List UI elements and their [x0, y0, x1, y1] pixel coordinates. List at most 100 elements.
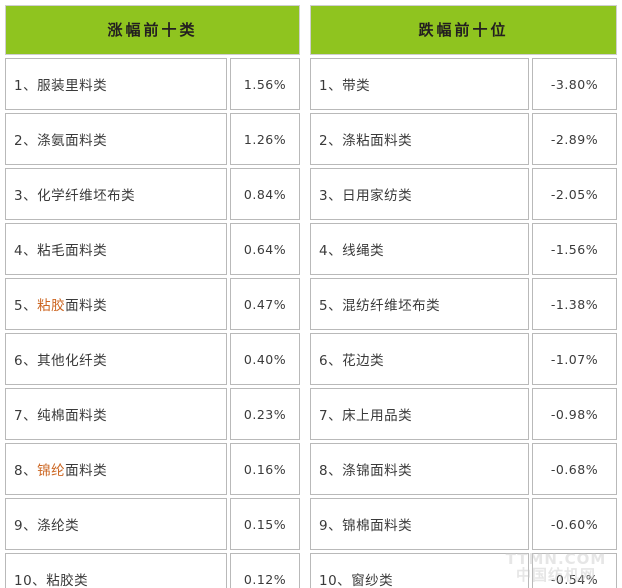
row-rank: 4、	[319, 243, 343, 259]
row-value-cell: 0.84%	[230, 168, 300, 220]
row-category-name: 化学纤维坯布类	[37, 188, 136, 204]
table-row: 2、 涤氨面料类 1.26%	[5, 113, 300, 165]
row-category-name: 涤粘面料类	[342, 133, 413, 149]
row-value-cell: 0.16%	[230, 443, 300, 495]
row-value-cell: -1.56%	[532, 223, 617, 275]
losers-header: 跌幅前十位	[310, 5, 617, 55]
table-row: 4、 线绳类 -1.56%	[310, 223, 617, 275]
row-rank: 10、	[14, 573, 47, 588]
row-category-name: 涤锦面料类	[342, 463, 413, 479]
gainers-header: 涨幅前十类	[5, 5, 300, 55]
row-category-name: 涤氨面料类	[37, 133, 108, 149]
row-value-cell: 0.12%	[230, 553, 300, 588]
row-value-cell: 0.47%	[230, 278, 300, 330]
row-category-name: 线绳类	[342, 243, 385, 259]
row-rank: 5、	[14, 298, 38, 314]
table-row: 4、 粘毛面料类 0.64%	[5, 223, 300, 275]
gainers-header-label: 涨幅前十类	[107, 20, 198, 39]
row-category-cell: 7、 纯棉面料类	[5, 388, 227, 440]
row-category-name: 带类	[342, 78, 371, 94]
row-value-cell: -1.07%	[532, 333, 617, 385]
table-row: 1、 带类 -3.80%	[310, 58, 617, 110]
row-value-cell: 0.23%	[230, 388, 300, 440]
row-category-name: 其他化纤类	[37, 353, 108, 369]
row-value-cell: 0.64%	[230, 223, 300, 275]
row-category-cell: 10、 窗纱类	[310, 553, 529, 588]
table-row: 9、 涤纶类 0.15%	[5, 498, 300, 550]
table-row: 8、 涤锦面料类 -0.68%	[310, 443, 617, 495]
row-category-cell: 4、 线绳类	[310, 223, 529, 275]
losers-rows: 1、 带类 -3.80% 2、 涤粘面料类 -2.89% 3、 日用家纺类 -2.05% 4、 线绳…	[310, 58, 617, 588]
row-category-name: 日用家纺类	[342, 188, 413, 204]
table-row: 7、 床上用品类 -0.98%	[310, 388, 617, 440]
row-category-name: 床上用品类	[342, 408, 413, 424]
row-rank: 10、	[319, 573, 352, 588]
row-rank: 1、	[14, 78, 38, 94]
row-value-cell: -0.54%	[532, 553, 617, 588]
gainers-rows: 1、 服装里料类 1.56% 2、 涤氨面料类 1.26% 3、 化学纤维坯布类 0.84% 4、…	[5, 58, 300, 588]
row-category-cell: 5、 粘胶 面料类	[5, 278, 227, 330]
row-category-name: 粘胶类	[46, 573, 89, 588]
row-value-cell: -2.89%	[532, 113, 617, 165]
row-value-cell: -0.60%	[532, 498, 617, 550]
row-category-name: 窗纱类	[351, 573, 394, 588]
row-rank: 3、	[14, 188, 38, 204]
row-rank: 2、	[14, 133, 38, 149]
row-value-cell: 0.15%	[230, 498, 300, 550]
table-row: 3、 日用家纺类 -2.05%	[310, 168, 617, 220]
row-category-link[interactable]: 粘胶	[37, 298, 66, 314]
table-row: 2、 涤粘面料类 -2.89%	[310, 113, 617, 165]
row-rank: 8、	[14, 463, 38, 479]
table-row: 9、 锦棉面料类 -0.60%	[310, 498, 617, 550]
row-category-cell: 1、 服装里料类	[5, 58, 227, 110]
row-category-cell: 9、 锦棉面料类	[310, 498, 529, 550]
table-row: 6、 其他化纤类 0.40%	[5, 333, 300, 385]
table-row: 3、 化学纤维坯布类 0.84%	[5, 168, 300, 220]
row-category-cell: 8、 锦纶 面料类	[5, 443, 227, 495]
row-category-name: 锦棉面料类	[342, 518, 413, 534]
row-value-cell: -0.98%	[532, 388, 617, 440]
row-rank: 7、	[319, 408, 343, 424]
row-category-cell: 2、 涤粘面料类	[310, 113, 529, 165]
row-rank: 9、	[319, 518, 343, 534]
row-category-cell: 1、 带类	[310, 58, 529, 110]
row-category-cell: 6、 花边类	[310, 333, 529, 385]
table-row: 6、 花边类 -1.07%	[310, 333, 617, 385]
row-value-cell: -3.80%	[532, 58, 617, 110]
row-category-cell: 3、 化学纤维坯布类	[5, 168, 227, 220]
row-rank: 9、	[14, 518, 38, 534]
row-rank: 2、	[319, 133, 343, 149]
row-rank: 1、	[319, 78, 343, 94]
row-category-name: 花边类	[342, 353, 385, 369]
row-category-suffix: 面料类	[65, 463, 108, 479]
table-row: 5、 粘胶 面料类 0.47%	[5, 278, 300, 330]
row-category-cell: 8、 涤锦面料类	[310, 443, 529, 495]
table-row: 5、 混纺纤维坯布类 -1.38%	[310, 278, 617, 330]
row-value-cell: 0.40%	[230, 333, 300, 385]
row-category-name: 纯棉面料类	[37, 408, 108, 424]
table-row: 10、 粘胶类 0.12%	[5, 553, 300, 588]
row-value-cell: 1.56%	[230, 58, 300, 110]
row-rank: 5、	[319, 298, 343, 314]
row-category-link[interactable]: 锦纶	[37, 463, 66, 479]
table-row: 8、 锦纶 面料类 0.16%	[5, 443, 300, 495]
row-category-cell: 9、 涤纶类	[5, 498, 227, 550]
row-rank: 4、	[14, 243, 38, 259]
table-row: 10、 窗纱类 -0.54%	[310, 553, 617, 588]
row-category-name: 粘毛面料类	[37, 243, 108, 259]
row-rank: 6、	[14, 353, 38, 369]
row-category-suffix: 面料类	[65, 298, 108, 314]
row-category-name: 服装里料类	[37, 78, 108, 94]
losers-panel: 跌幅前十位 1、 带类 -3.80% 2、 涤粘面料类 -2.89% 3、 日用家纺类 -2.0…	[305, 0, 622, 588]
row-category-cell: 4、 粘毛面料类	[5, 223, 227, 275]
row-category-name: 混纺纤维坯布类	[342, 298, 441, 314]
row-category-cell: 7、 床上用品类	[310, 388, 529, 440]
row-category-cell: 3、 日用家纺类	[310, 168, 529, 220]
row-category-cell: 5、 混纺纤维坯布类	[310, 278, 529, 330]
row-value-cell: -0.68%	[532, 443, 617, 495]
row-value-cell: -1.38%	[532, 278, 617, 330]
row-value-cell: -2.05%	[532, 168, 617, 220]
row-category-cell: 10、 粘胶类	[5, 553, 227, 588]
